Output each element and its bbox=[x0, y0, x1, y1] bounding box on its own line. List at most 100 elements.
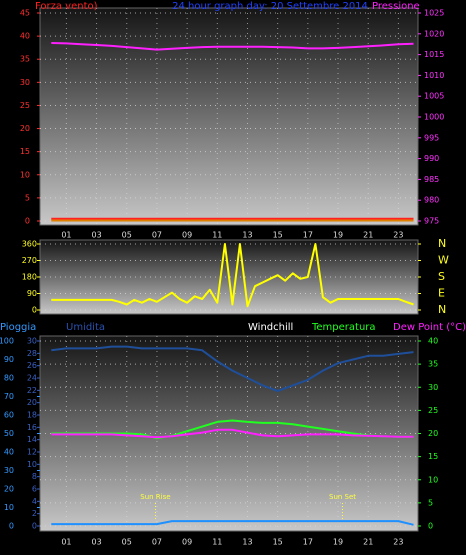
y2-tick-label: S bbox=[438, 270, 445, 283]
x-tick-label: 21 bbox=[363, 231, 373, 240]
x-tick-label: 11 bbox=[212, 231, 222, 240]
y2-tick-label: 6 bbox=[32, 485, 37, 494]
axis-label: Temperatura bbox=[311, 322, 376, 333]
y-tick-label: 100 bbox=[0, 337, 14, 346]
y2-tick-label: 14 bbox=[27, 435, 37, 444]
y2-tick-label: 20 bbox=[27, 398, 37, 407]
y-tick-label: 180 bbox=[22, 273, 37, 282]
y2-tick-label: 18 bbox=[27, 411, 37, 420]
y2-tick-label: 985 bbox=[424, 175, 439, 184]
y2-tick-label: 12 bbox=[27, 448, 37, 457]
y-tick-label: 70 bbox=[4, 392, 14, 401]
y2-tick-label: N bbox=[438, 237, 446, 250]
y2-tick-label: N bbox=[438, 303, 446, 316]
y2-tick-label: 1020 bbox=[424, 29, 444, 38]
y-tick-label: 0 bbox=[32, 306, 37, 315]
y-tick-label: 15 bbox=[20, 147, 30, 156]
y-tick-label: 5 bbox=[25, 193, 30, 202]
y-tick-label: 20 bbox=[20, 124, 30, 133]
x-tick-label: 13 bbox=[242, 231, 252, 240]
series-line bbox=[51, 428, 414, 439]
y3-tick-label: 30 bbox=[428, 383, 438, 392]
y-tick-label: 30 bbox=[20, 78, 30, 87]
x-tick-label: 09 bbox=[182, 231, 192, 240]
y2-tick-label: 30 bbox=[27, 337, 37, 346]
y2-tick-label: 26 bbox=[27, 361, 37, 370]
y2-tick-label: 10 bbox=[27, 460, 37, 469]
x-tick-label: 07 bbox=[152, 538, 162, 547]
y-tick-label: 25 bbox=[20, 101, 30, 110]
x-tick-label: 13 bbox=[242, 538, 252, 547]
x-tick-label: 19 bbox=[333, 231, 343, 240]
y-tick-label: 60 bbox=[4, 411, 14, 420]
y3-tick-label: 40 bbox=[428, 337, 438, 346]
y2-tick-label: 990 bbox=[424, 154, 439, 163]
y3-tick-label: 15 bbox=[428, 452, 438, 461]
annotation: Sun Set bbox=[329, 493, 356, 501]
y2-tick-label: 980 bbox=[424, 196, 439, 205]
y-tick-label: 35 bbox=[20, 55, 30, 64]
y2-tick-label: E bbox=[438, 287, 445, 300]
y3-tick-label: 20 bbox=[428, 429, 438, 438]
y2-tick-label: 1005 bbox=[424, 92, 444, 101]
axis-label: Forza vento) bbox=[35, 1, 98, 12]
x-tick-label: 11 bbox=[212, 538, 222, 547]
y2-tick-label: 2 bbox=[32, 509, 37, 518]
y-tick-label: 20 bbox=[4, 485, 14, 494]
y-tick-label: 45 bbox=[20, 9, 30, 18]
x-tick-label: 03 bbox=[91, 538, 101, 547]
y-tick-label: 90 bbox=[4, 355, 14, 364]
x-tick-label: 23 bbox=[393, 231, 403, 240]
x-tick-label: 23 bbox=[393, 538, 403, 547]
y2-tick-label: 0 bbox=[32, 522, 37, 531]
x-tick-label: 01 bbox=[61, 538, 71, 547]
y-tick-label: 40 bbox=[4, 448, 14, 457]
axis-label: Pressione bbox=[372, 1, 420, 12]
axis-label: Windchill bbox=[248, 322, 293, 333]
y3-tick-label: 5 bbox=[428, 498, 433, 507]
x-tick-label: 15 bbox=[273, 538, 283, 547]
series-line bbox=[51, 520, 414, 526]
x-tick-label: 09 bbox=[182, 538, 192, 547]
x-tick-label: 19 bbox=[333, 538, 343, 547]
series-line bbox=[51, 345, 414, 392]
y2-tick-label: 975 bbox=[424, 217, 439, 226]
series-line bbox=[51, 42, 414, 51]
y2-tick-label: 22 bbox=[27, 386, 37, 395]
y2-tick-label: 16 bbox=[27, 423, 37, 432]
y-tick-label: 270 bbox=[22, 256, 37, 265]
y-tick-label: 40 bbox=[20, 32, 30, 41]
y2-tick-label: 995 bbox=[424, 133, 439, 142]
y3-tick-label: 35 bbox=[428, 360, 438, 369]
x-tick-label: 01 bbox=[61, 231, 71, 240]
y2-tick-label: 1015 bbox=[424, 50, 444, 59]
x-tick-label: 15 bbox=[273, 231, 283, 240]
y2-tick-label: 4 bbox=[32, 497, 37, 506]
y-tick-label: 80 bbox=[4, 374, 14, 383]
y3-tick-label: 10 bbox=[428, 475, 438, 484]
axis-label: 24 hour graph day: 20 Settembre 2014 bbox=[172, 1, 368, 12]
x-tick-label: 05 bbox=[122, 538, 132, 547]
axis-label: Umidita bbox=[66, 322, 105, 333]
y-tick-label: 0 bbox=[25, 217, 30, 226]
plot-area bbox=[39, 7, 419, 226]
y-tick-label: 90 bbox=[27, 289, 37, 298]
y-tick-label: 0 bbox=[9, 522, 14, 531]
y3-tick-label: 0 bbox=[428, 522, 433, 531]
annotation: Sun Rise bbox=[140, 493, 170, 501]
x-tick-label: 17 bbox=[303, 231, 313, 240]
y2-tick-label: 28 bbox=[27, 349, 37, 358]
y-tick-label: 30 bbox=[4, 466, 14, 475]
x-tick-label: 21 bbox=[363, 538, 373, 547]
y2-tick-label: 1010 bbox=[424, 71, 444, 80]
y2-tick-label: 1000 bbox=[424, 113, 444, 122]
y-tick-label: 10 bbox=[20, 170, 30, 179]
axis-label: Pioggia bbox=[0, 322, 36, 333]
x-tick-label: 05 bbox=[122, 231, 132, 240]
y-tick-label: 50 bbox=[4, 429, 14, 438]
y2-tick-label: 24 bbox=[27, 374, 37, 383]
x-tick-label: 17 bbox=[303, 538, 313, 547]
y2-tick-label: W bbox=[438, 254, 449, 267]
x-tick-label: 03 bbox=[91, 231, 101, 240]
